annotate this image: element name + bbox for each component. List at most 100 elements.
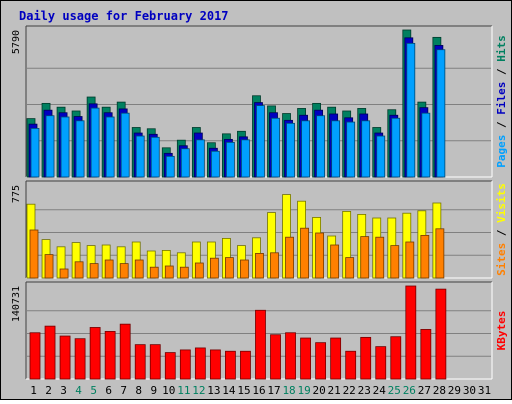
visits-panel-bar-sites-day-25 <box>390 245 400 279</box>
visits-panel-series-label: Sites / Visits <box>495 183 508 276</box>
visits-panel-bar-sites-day-15 <box>240 259 249 279</box>
visits-panel-bar-sites-day-5 <box>89 263 99 279</box>
hits-panel-bar-pages-day-8 <box>135 135 145 178</box>
visits-panel-bar-sites-day-2 <box>44 254 54 279</box>
x-tick-label-day: 26 <box>403 384 416 397</box>
kbytes-panel-bar-kbytes-day-12 <box>194 347 206 380</box>
kbytes-panel-bar-kbytes-day-11 <box>179 349 191 380</box>
x-tick-label-day: 12 <box>192 384 205 397</box>
x-tick-label-day: 16 <box>252 384 265 397</box>
hits-panel-bar-pages-day-13 <box>210 150 220 178</box>
kbytes-panel-bar-kbytes-day-8 <box>134 344 146 380</box>
visits-panel-series-label-part: / <box>495 223 508 243</box>
x-tick-label-day: 28 <box>433 384 446 397</box>
kbytes-panel-bar-kbytes-day-19 <box>300 337 311 380</box>
visits-panel-series-label-part: Visits <box>495 183 508 223</box>
kbytes-panel-bar-kbytes-day-3 <box>59 335 71 380</box>
visits-panel-bar-sites-day-21 <box>330 244 340 279</box>
hits-panel-series-label-part: Pages <box>495 135 508 168</box>
x-tick-label-day: 9 <box>150 384 157 397</box>
x-tick-label-day: 23 <box>358 384 371 397</box>
visits-panel-bar-sites-day-27 <box>420 234 430 279</box>
hits-panel-bar-pages-day-23 <box>361 120 371 178</box>
x-tick-label-day: 22 <box>343 384 356 397</box>
x-tick-label-day: 18 <box>282 384 295 397</box>
kbytes-panel-bar-kbytes-day-27 <box>420 329 432 380</box>
hits-panel-bar-pages-day-11 <box>180 148 190 178</box>
hits-panel-bar-pages-day-18 <box>286 122 295 178</box>
kbytes-panel-bar-kbytes-day-14 <box>225 350 236 380</box>
kbytes-panel-max-label: 140731 <box>11 286 22 322</box>
x-tick-label-day: 20 <box>313 384 326 397</box>
hits-panel-bar-pages-day-6 <box>105 116 115 178</box>
hits-panel-bar-pages-day-27 <box>421 112 431 178</box>
hits-panel-bar-pages-day-5 <box>90 107 100 178</box>
kbytes-panel-bar-kbytes-day-22 <box>345 350 357 380</box>
kbytes-panel-bar-kbytes-day-26 <box>405 285 417 380</box>
kbytes-panel-bar-kbytes-day-18 <box>285 332 296 380</box>
visits-panel-bar-sites-day-10 <box>164 265 174 279</box>
x-tick-label-day: 10 <box>162 384 175 397</box>
visits-panel-bar-sites-day-12 <box>194 262 204 279</box>
kbytes-panel-bar-kbytes-day-13 <box>209 349 221 380</box>
hits-panel-series-label-part: Files <box>495 82 508 115</box>
hits-panel-bar-pages-day-15 <box>241 139 250 178</box>
kbytes-panel-bar-kbytes-day-9 <box>149 344 161 380</box>
x-tick-label-day: 4 <box>75 384 82 397</box>
kbytes-panel-bar-kbytes-day-10 <box>164 352 176 380</box>
visits-panel-bar-sites-day-19 <box>300 227 309 279</box>
x-tick-label-day: 6 <box>105 384 112 397</box>
visits-panel-bar-sites-day-4 <box>74 261 84 279</box>
visits-panel-bar-sites-day-13 <box>209 257 219 279</box>
hits-panel-bar-pages-day-22 <box>346 121 356 178</box>
hits-panel-bar-pages-day-21 <box>331 120 341 178</box>
x-tick-label-day: 24 <box>373 384 387 397</box>
hits-panel-bar-pages-day-28 <box>436 49 446 178</box>
visits-panel-max-label: 775 <box>11 185 22 203</box>
x-tick-label-day: 19 <box>297 384 310 397</box>
hits-panel-bar-pages-day-25 <box>391 117 401 178</box>
hits-panel-max-label: 5790 <box>11 30 22 54</box>
x-tick-label-day: 27 <box>418 384 431 397</box>
hits-panel-bar-pages-day-26 <box>406 42 416 178</box>
x-tick-label-day: 25 <box>388 384 401 397</box>
hits-panel-series-label-part: Hits <box>495 35 508 62</box>
x-tick-label-day: 29 <box>448 384 461 397</box>
kbytes-panel-bar-kbytes-day-28 <box>435 288 447 380</box>
visits-panel-bar-sites-day-8 <box>134 259 144 279</box>
x-tick-label-day: 3 <box>60 384 67 397</box>
hits-panel-bar-pages-day-1 <box>30 128 40 178</box>
visits-panel-bar-sites-day-23 <box>360 236 370 279</box>
hits-panel-series-label: Pages / Files / Hits <box>495 35 508 168</box>
kbytes-panel-bar-kbytes-day-2 <box>44 325 56 380</box>
visits-panel-bar-sites-day-11 <box>179 266 189 279</box>
x-tick-label-day: 7 <box>120 384 127 397</box>
kbytes-panel-series-label-part: KBytes <box>495 311 508 351</box>
visits-panel-bar-sites-day-28 <box>435 228 445 279</box>
hits-panel-series-label-part: / <box>495 115 508 135</box>
hits-panel-bar-pages-day-19 <box>301 120 310 178</box>
hits-panel-bar-pages-day-10 <box>165 155 175 178</box>
visits-panel-bar-sites-day-22 <box>345 257 355 279</box>
visits-panel-bar-sites-day-26 <box>405 241 415 279</box>
x-tick-label-day: 2 <box>45 384 52 397</box>
kbytes-panel-series-label: KBytes <box>495 311 508 351</box>
kbytes-panel-bar-kbytes-day-24 <box>375 346 387 380</box>
kbytes-panel-bar-kbytes-day-5 <box>89 327 101 380</box>
hits-panel-bar-pages-day-4 <box>75 120 85 178</box>
x-tick-label-day: 14 <box>222 384 236 397</box>
x-tick-label-day: 21 <box>328 384 341 397</box>
hits-panel-bar-pages-day-12 <box>195 139 205 178</box>
visits-panel-bar-sites-day-20 <box>315 232 325 279</box>
x-tick-label-day: 11 <box>177 384 190 397</box>
kbytes-panel-bar-kbytes-day-17 <box>270 334 281 380</box>
kbytes-panel-bar-kbytes-day-1 <box>29 332 41 380</box>
x-tick-label-day: 8 <box>135 384 142 397</box>
kbytes-panel-bar-kbytes-day-23 <box>360 336 372 380</box>
visits-panel-bar-sites-day-6 <box>104 259 114 279</box>
x-tick-label-day: 5 <box>90 384 97 397</box>
kbytes-panel-bar-kbytes-day-25 <box>390 336 402 380</box>
visits-panel-bar-sites-day-24 <box>375 236 385 279</box>
